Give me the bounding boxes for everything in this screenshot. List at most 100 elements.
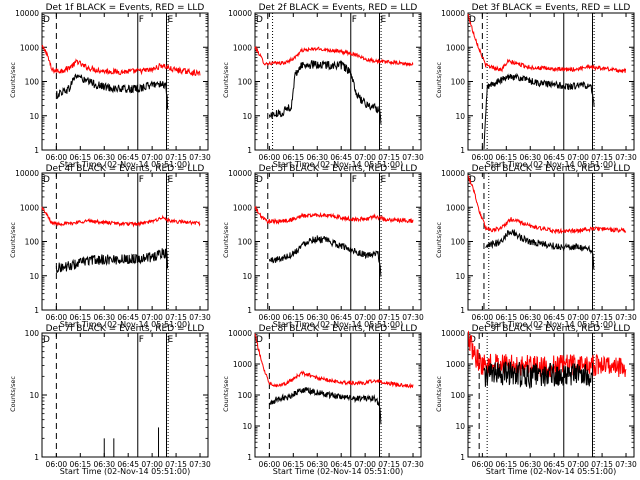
y-axis-label: Counts/sec [9,62,17,98]
x-tick-label: 06:30 [306,313,328,322]
x-tick-label: 06:00 [46,460,68,469]
y-tick-label: 1000 [20,203,39,212]
x-tick-label: 07:00 [567,460,589,469]
x-tick-label: 06:15 [69,460,91,469]
panel-det-6f: Det 6f BLACK = Events, RED = LLD Start T… [435,164,637,329]
plot-frame [467,12,635,151]
marker-label: D [43,175,50,185]
x-tick-label: 06:30 [519,153,541,162]
marker-label: D [256,335,263,345]
x-tick-label: 07:30 [189,153,211,162]
x-tick-label: 06:15 [282,313,304,322]
y-tick-label: 100 [238,78,253,87]
panel-title: Det 4f BLACK = Events, RED = LLD [46,164,205,174]
y-tick-label: 1 [34,146,39,155]
x-tick-label: 06:45 [117,153,139,162]
x-tick-label: 07:15 [165,153,187,162]
series-line-events [55,248,169,274]
x-tick-label: 06:30 [306,460,328,469]
y-tick-label: 1000 [446,360,465,369]
y-tick-label: 100 [238,238,253,247]
y-tick-label: 1000 [446,203,465,212]
panel-title: Det 1f BLACK = Events, RED = LLD [46,3,205,13]
series-line-lld [254,45,414,67]
panel-title: Det 2f BLACK = Events, RED = LLD [259,3,418,13]
panel-title: Det 6f BLACK = Events, RED = LLD [472,164,631,174]
x-tick-label: 06:30 [519,313,541,322]
panel-det-8f: Det 8f BLACK = Events, RED = LLD Start T… [222,324,424,476]
x-tick-label: 07:00 [141,460,163,469]
x-tick-label: 06:15 [495,460,517,469]
y-tick-label: 10 [242,272,252,281]
x-tick-label: 06:45 [330,460,352,469]
marker-label: F [139,335,144,345]
x-tick-label: 06:30 [306,153,328,162]
series-line-lld [467,13,626,74]
x-tick-label: 07:30 [402,460,424,469]
series-line-events [483,361,593,389]
marker-label: D [256,175,263,185]
x-tick-label: 07:00 [141,313,163,322]
x-tick-label: 06:45 [330,153,352,162]
x-tick-label: 06:00 [259,153,281,162]
x-tick-label: 07:00 [567,313,589,322]
y-tick-label: 1000 [446,43,465,52]
y-tick-label: 100 [25,78,40,87]
series-line-events [483,72,595,149]
marker-label: E [168,175,174,185]
marker-label: E [168,335,174,345]
plot-frame [254,172,422,311]
x-tick-label: 07:00 [354,313,376,322]
x-tick-label: 07:30 [189,313,211,322]
marker-label: D [43,335,50,345]
marker-label: D [469,15,476,25]
plot-frame [41,172,209,311]
x-tick-label: 06:45 [117,313,139,322]
series-line-lld [41,44,201,77]
panel-title: Det 7f BLACK = Events, RED = LLD [46,324,205,334]
x-tick-label: 06:00 [472,460,494,469]
marker-label: E [168,15,174,25]
x-tick-label: 06:30 [93,460,115,469]
panel-det-5f: Det 5f BLACK = Events, RED = LLD Start T… [222,164,424,329]
y-tick-label: 1 [34,306,39,315]
x-tick-label: 07:30 [615,313,637,322]
x-tick-label: 07:00 [141,153,163,162]
x-tick-label: 07:00 [354,153,376,162]
x-tick-label: 06:15 [495,153,517,162]
x-tick-label: 07:30 [402,153,424,162]
x-tick-label: 07:30 [189,460,211,469]
y-tick-label: 100 [451,78,466,87]
x-axis-label: Start Time (02-Nov-14 05:51:00) [273,320,403,329]
y-axis-label: Counts/sec [222,62,230,98]
series-line-events [268,59,382,124]
x-axis-label: Start Time (02-Nov-14 05:51:00) [273,160,403,169]
y-tick-label: 100 [451,238,466,247]
x-axis-label: Start Time (02-Nov-14 05:51:00) [60,320,190,329]
y-tick-label: 1 [460,453,465,462]
x-tick-label: 07:15 [378,153,400,162]
y-tick-label: 1 [460,306,465,315]
y-tick-label: 10000 [228,169,252,178]
series-line-lld [254,205,414,225]
y-tick-label: 100 [238,391,253,400]
y-axis-label: Counts/sec [9,222,17,258]
x-tick-label: 06:00 [46,153,68,162]
y-tick-label: 1 [247,146,252,155]
x-tick-label: 06:00 [472,153,494,162]
plot-frame [41,12,209,151]
x-axis-label: Start Time (02-Nov-14 05:51:00) [486,160,616,169]
x-tick-label: 06:45 [543,313,565,322]
x-tick-label: 07:00 [354,460,376,469]
marker-label: F [139,15,144,25]
marker-label: F [352,15,357,25]
panel-det-3f: Det 3f BLACK = Events, RED = LLD Start T… [435,3,637,169]
x-tick-label: 06:00 [259,460,281,469]
y-tick-label: 10000 [15,9,39,18]
x-tick-label: 07:30 [615,460,637,469]
y-tick-label: 10 [242,422,252,431]
panel-det-4f: Det 4f BLACK = Events, RED = LLD Start T… [9,164,211,329]
y-tick-label: 10 [455,422,465,431]
y-tick-label: 10000 [441,9,465,18]
